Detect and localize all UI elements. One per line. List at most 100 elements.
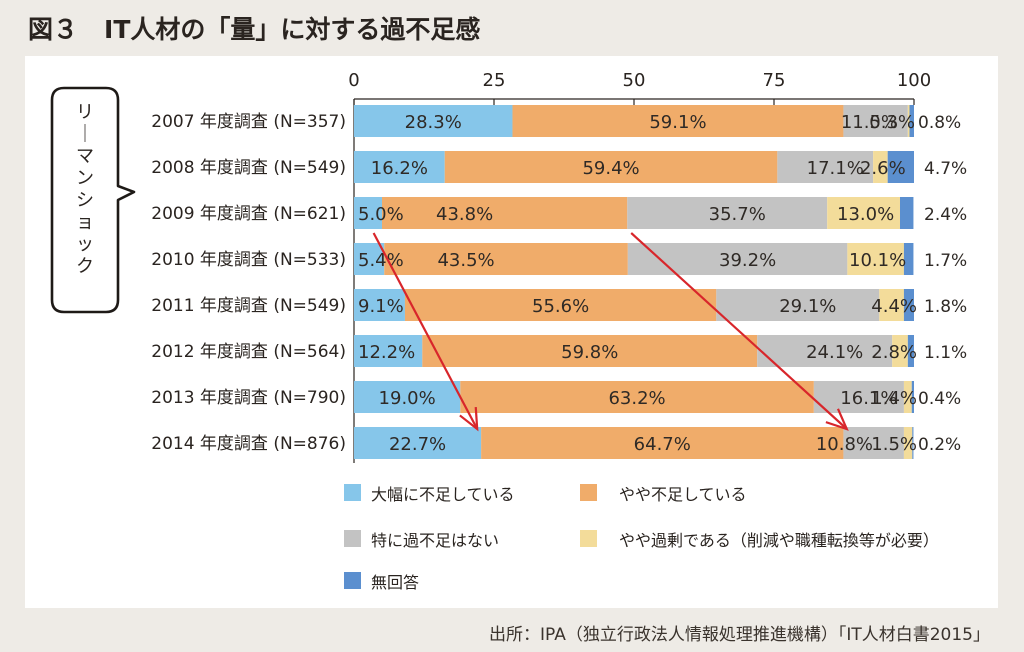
- data-label: 9.1%: [358, 296, 404, 317]
- bar-segment: [422, 335, 758, 367]
- bar-segment: [716, 289, 880, 321]
- bar-segment: [354, 289, 405, 321]
- bar-segment: [892, 335, 908, 367]
- legend-item: やや不足している: [580, 484, 747, 504]
- data-label: 2.4%: [924, 205, 967, 225]
- data-label: 35.7%: [709, 204, 766, 225]
- bar-segment: [879, 289, 904, 321]
- data-label: 0.3%: [869, 112, 915, 133]
- data-label: 0.8%: [918, 113, 961, 133]
- data-label: 63.2%: [608, 388, 665, 409]
- source-note: 出所：IPA（独立行政法人情報処理推進機構）「IT人材白書2015」: [489, 625, 990, 645]
- bar-segment: [873, 151, 888, 183]
- callout-char: ョ: [76, 212, 94, 233]
- bar-segment: [354, 427, 482, 459]
- category-label: 2008 年度調査 (N=549): [151, 158, 346, 178]
- bar-segment: [384, 243, 628, 275]
- bar-row: 2007 年度調査 (N=357) 28.3% 59.1% 11.5%0.3% 0.8%: [151, 105, 961, 137]
- bar-row: 2014 年度調査 (N=876) 22.7% 64.7% 10.8%1.5% 0.2%: [151, 427, 961, 459]
- data-label: 24.1%: [806, 342, 863, 363]
- bar-segment: [382, 197, 628, 229]
- data-label: 12.2%: [358, 342, 415, 363]
- data-label: 4.4%: [871, 296, 917, 317]
- bar-row: 2013 年度調査 (N=790) 19.0% 63.2% 16.1%1.4% 0.4%: [151, 381, 961, 413]
- bar-row: 2012 年度調査 (N=564) 12.2% 59.8% 24.1% 2.8% 1.1%: [151, 335, 967, 367]
- data-label: 59.4%: [582, 158, 639, 179]
- callout-char: リ: [76, 102, 94, 123]
- x-tick-label: 75: [763, 70, 786, 91]
- data-label: 1.4%: [871, 388, 917, 409]
- legend-item: 特に過不足はない: [344, 530, 499, 550]
- bar-segment: [512, 105, 844, 137]
- bar-row: 2010 年度調査 (N=533) 5.4% 43.5% 39.2% 10.1% 1.7%: [151, 243, 967, 275]
- bar-segment: [354, 151, 445, 183]
- bar-segment: [909, 105, 914, 137]
- trend-arrows: [372, 232, 849, 432]
- legend-label: 大幅に不足している: [371, 485, 515, 504]
- bar-segment: [843, 105, 908, 137]
- data-label: 59.1%: [649, 112, 706, 133]
- legend-label: やや過剰である（削減や職種転換等が必要）: [619, 531, 939, 550]
- category-label: 2007 年度調査 (N=357): [151, 112, 346, 132]
- data-label: 43.5%: [437, 250, 494, 271]
- lehman-shock-callout: リ｜マンショック: [50, 86, 136, 314]
- trend-arrow: [630, 232, 849, 431]
- x-tick-label: 0: [348, 70, 359, 91]
- trend-arrow: [372, 232, 479, 432]
- callout-char: シ: [76, 190, 94, 211]
- category-label: 2014 年度調査 (N=876): [151, 434, 346, 454]
- legend-swatch: [344, 572, 361, 589]
- bar-rows: 2007 年度調査 (N=357) 28.3% 59.1% 11.5%0.3% 0.8%…: [151, 105, 967, 459]
- data-label: 2.6%: [860, 158, 906, 179]
- x-tick-label: 50: [623, 70, 646, 91]
- data-label: 39.2%: [719, 250, 776, 271]
- x-tick-label: 25: [483, 70, 506, 91]
- bar-row: 2008 年度調査 (N=549) 16.2% 59.4% 17.1%2.6% 4.7%: [151, 151, 967, 183]
- bar-segment: [843, 427, 904, 459]
- legend-label: 特に過不足はない: [371, 531, 499, 550]
- legend-item: 無回答: [344, 572, 419, 592]
- data-label: 1.8%: [924, 297, 967, 317]
- callout-char: ク: [76, 256, 94, 277]
- data-label: 19.0%: [379, 388, 436, 409]
- data-label: 10.8%: [816, 434, 873, 455]
- bar-segment: [903, 381, 912, 413]
- bar-segment: [903, 289, 914, 321]
- bar-segment: [627, 197, 828, 229]
- bar-segment: [907, 335, 914, 367]
- bar-segment: [627, 243, 848, 275]
- callout-char: ン: [76, 168, 94, 189]
- x-tick-label: 100: [897, 70, 931, 91]
- data-label: 59.8%: [561, 342, 618, 363]
- bar-segment: [354, 197, 382, 229]
- bar-segment: [903, 243, 914, 275]
- legend-swatch: [580, 484, 597, 501]
- figure-number: 図３: [28, 15, 79, 44]
- data-label: 5.0%: [358, 204, 404, 225]
- bar-segment: [907, 105, 910, 137]
- arrow-head-icon: [459, 406, 479, 432]
- category-label: 2010 年度調査 (N=533): [151, 250, 346, 270]
- data-label: 22.7%: [389, 434, 446, 455]
- category-label: 2013 年度調査 (N=790): [151, 388, 346, 408]
- bar-segment: [887, 151, 914, 183]
- data-label: 17.1%: [807, 158, 864, 179]
- data-label: 16.2%: [371, 158, 428, 179]
- bar-segment: [911, 381, 914, 413]
- bar-row: 2009 年度調査 (N=621) 5.0% 43.8% 35.7% 13.0% 2.4%: [151, 197, 967, 229]
- bar-row: 2011 年度調査 (N=549) 9.1% 55.6% 29.1% 4.4% 1.8%: [151, 289, 967, 321]
- data-label: 28.3%: [405, 112, 462, 133]
- bar-segment: [460, 381, 814, 413]
- data-label: 4.7%: [924, 159, 967, 179]
- bar-segment: [827, 197, 900, 229]
- callout-text: リ｜マンショック: [76, 102, 94, 277]
- data-label: 13.0%: [837, 204, 894, 225]
- bar-segment: [757, 335, 893, 367]
- data-label: 1.1%: [924, 343, 967, 363]
- bar-segment: [354, 105, 513, 137]
- bar-segment: [847, 243, 904, 275]
- data-label: 10.1%: [849, 250, 906, 271]
- bar-segment: [900, 197, 914, 229]
